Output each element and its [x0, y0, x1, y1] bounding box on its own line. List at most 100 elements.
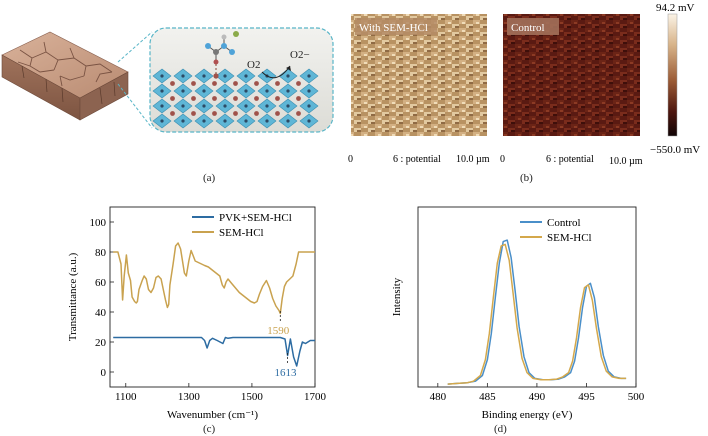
a-site-cation: [170, 81, 175, 86]
panel-d-caption: (d): [494, 423, 507, 435]
lead-atom: [244, 119, 248, 123]
lead-atom: [160, 89, 164, 93]
y-axis-label: Intensity: [391, 277, 403, 316]
lead-atom: [286, 74, 290, 78]
a-site-cation: [254, 96, 259, 101]
a-site-cation: [191, 96, 196, 101]
x-tick-label: 485: [479, 391, 496, 403]
x-tick-label: 500: [628, 391, 645, 403]
right-map-label: Control: [511, 22, 545, 34]
series-line-sem-hcl: [113, 242, 315, 315]
lead-atom: [202, 74, 206, 78]
right-axis-start: 0: [500, 154, 505, 165]
a-site-cation: [254, 111, 259, 116]
lead-atom: [265, 104, 269, 108]
a-site-cation: [275, 96, 280, 101]
panel-b-kpfm: With SEM-HCl Control 94.2 mV −550.0 mV 0…: [348, 2, 700, 167]
y-tick-label: 0: [101, 367, 107, 379]
a-site-cation: [233, 81, 238, 86]
x-tick-label: 1500: [241, 391, 264, 403]
lead-atom: [286, 119, 290, 123]
lead-atom: [202, 104, 206, 108]
a-site-cation: [296, 96, 301, 101]
superoxide-label: O2−: [290, 49, 310, 61]
cracked-film-block: [1, 31, 129, 121]
x-tick-label: 1300: [178, 391, 201, 403]
y-tick-label: 20: [95, 337, 107, 349]
colorbar-max-label: 94.2 mV: [656, 2, 695, 14]
lead-atom: [160, 104, 164, 108]
lead-atom: [223, 119, 227, 123]
panel-b-caption: (b): [520, 172, 533, 184]
a-site-cation: [296, 111, 301, 116]
y-tick-label: 80: [95, 247, 107, 259]
legend-label: SEM-HCl: [219, 227, 264, 239]
a-site-cation: [233, 111, 238, 116]
x-tick-label: 1100: [115, 391, 137, 403]
annotation-label: 1613: [275, 367, 298, 379]
lead-atom: [181, 89, 185, 93]
lead-atom: [244, 104, 248, 108]
x-axis-label: Binding energy (eV): [482, 409, 573, 420]
legend-label: PVK+SEM-HCl: [219, 212, 292, 224]
x-tick-label: 495: [578, 391, 595, 403]
lead-atom: [265, 89, 269, 93]
series-line-pvk-sem-hcl: [113, 336, 315, 367]
a-site-cation: [254, 81, 259, 86]
plot-frame: [109, 206, 316, 388]
x-tick-label: 1700: [304, 391, 327, 403]
lead-atom: [223, 74, 227, 78]
colorbar: [667, 13, 678, 137]
right-axis-mid: 6 : potential: [546, 154, 594, 165]
a-site-cation: [170, 96, 175, 101]
left-axis-end: 10.0 µm: [456, 154, 490, 165]
lead-atom: [286, 89, 290, 93]
right-axis-end: 10.0 µm: [609, 156, 643, 167]
left-map-label: With SEM-HCl: [359, 22, 428, 34]
a-site-cation: [275, 81, 280, 86]
a-site-cation: [296, 81, 301, 86]
series-line-sem-hcl: [447, 243, 627, 385]
lead-atom: [244, 74, 248, 78]
lead-atom: [286, 104, 290, 108]
ftir-chart: 1100 1300 1500 1700 0 20 40 60 80 100 Wavenumber (…: [67, 206, 327, 420]
lead-atom: [202, 89, 206, 93]
lead-atom: [307, 104, 311, 108]
lead-atom: [223, 89, 227, 93]
series-line-control: [447, 239, 627, 385]
lead-atom: [307, 74, 311, 78]
vacancy-site: [213, 73, 219, 79]
legend-label: SEM-HCl: [547, 232, 592, 244]
annotation-label: 1590: [267, 325, 290, 337]
xps-chart: 480 485 490 495 500 Binding energy (eV) Intens…: [391, 206, 645, 420]
y-tick-label: 60: [95, 277, 107, 289]
left-axis-mid: 6 : potential: [393, 154, 441, 165]
lead-atom: [160, 119, 164, 123]
plot-frame: [417, 206, 637, 388]
lead-atom: [244, 89, 248, 93]
a-site-cation: [212, 81, 217, 86]
a-site-cation: [275, 111, 280, 116]
a-site-cation: [212, 111, 217, 116]
lead-atom: [307, 89, 311, 93]
a-site-cation: [170, 111, 175, 116]
left-axis-start: 0: [348, 154, 353, 165]
a-site-cation: [191, 81, 196, 86]
chloride-ion: [233, 31, 239, 37]
panel-c-caption: (c): [203, 423, 216, 435]
a-site-cation: [212, 96, 217, 101]
y-tick-label: 40: [95, 307, 107, 319]
x-tick-label: 480: [430, 391, 447, 403]
lead-atom: [181, 74, 185, 78]
x-axis-label: Wavenumber (cm⁻¹): [167, 409, 258, 420]
lead-atom: [160, 74, 164, 78]
panel-a-caption: (a): [203, 172, 216, 184]
o2-label: O2: [247, 59, 260, 71]
y-tick-label: 100: [90, 217, 107, 229]
panel-a-illustration: O2 O2−: [1, 27, 334, 133]
a-site-cation: [233, 96, 238, 101]
lead-atom: [265, 119, 269, 123]
lead-atom: [223, 104, 227, 108]
a-site-cation: [191, 111, 196, 116]
colorbar-min-label: −550.0 mV: [650, 144, 700, 156]
